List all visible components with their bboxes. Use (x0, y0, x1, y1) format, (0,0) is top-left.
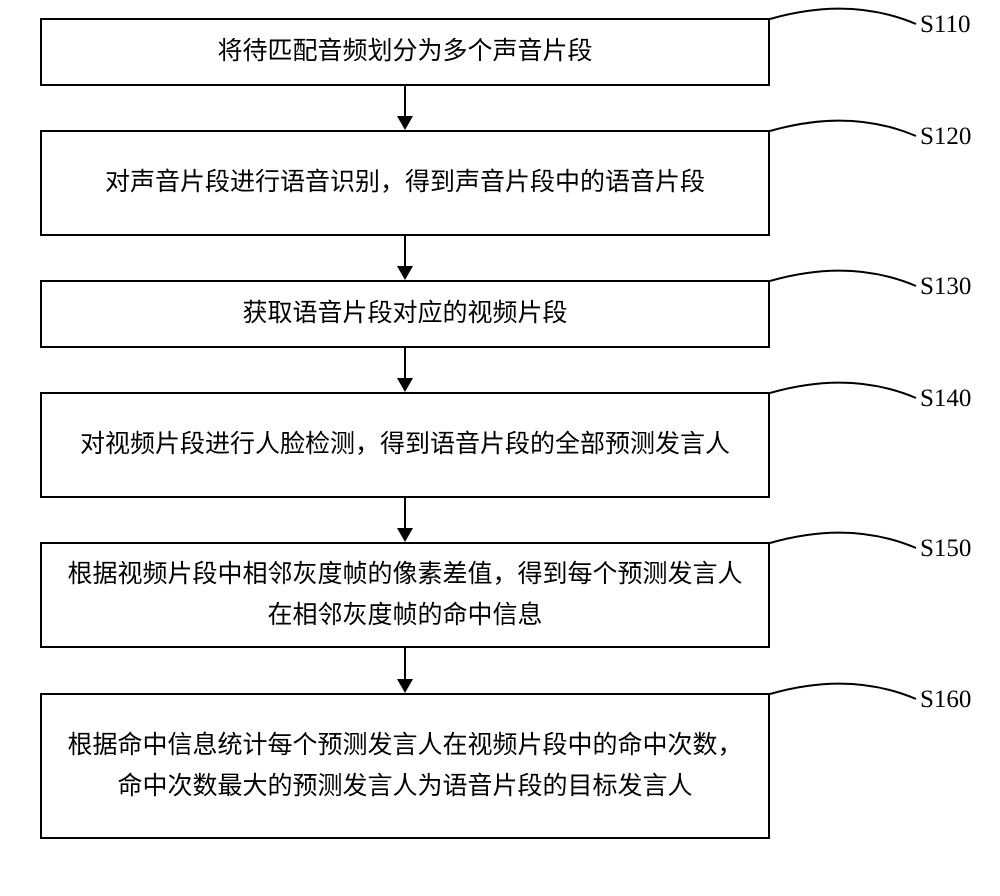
step-label-text: S150 (920, 535, 971, 562)
step-text: 根据视频片段中相邻灰度帧的像素差值，得到每个预测发言人在相邻灰度帧的命中信息 (62, 554, 748, 637)
step-label-s120: S120 (920, 123, 971, 151)
step-box-s160: 根据命中信息统计每个预测发言人在视频片段中的命中次数，命中次数最大的预测发言人为… (40, 693, 770, 839)
label-curve-s150 (768, 518, 918, 550)
arrow-s110-s120 (395, 86, 415, 132)
step-label-text: S130 (920, 273, 971, 300)
arrow-s120-s130 (395, 236, 415, 282)
step-box-s130: 获取语音片段对应的视频片段 (40, 280, 770, 348)
label-curve-s110 (768, 0, 918, 26)
step-box-s150: 根据视频片段中相邻灰度帧的像素差值，得到每个预测发言人在相邻灰度帧的命中信息 (40, 542, 770, 648)
step-label-s140: S140 (920, 385, 971, 413)
label-curve-s140 (768, 368, 918, 400)
step-text: 获取语音片段对应的视频片段 (242, 293, 567, 334)
step-box-s110: 将待匹配音频划分为多个声音片段 (40, 18, 770, 86)
step-box-s120: 对声音片段进行语音识别，得到声音片段中的语音片段 (40, 130, 770, 236)
flowchart-canvas: 将待匹配音频划分为多个声音片段 S110 对声音片段进行语音识别，得到声音片段中的语… (0, 0, 1000, 896)
step-label-text: S120 (920, 123, 971, 150)
step-label-s110: S110 (920, 11, 970, 39)
step-label-s150: S150 (920, 535, 971, 563)
step-label-text: S160 (920, 686, 971, 713)
arrow-s150-s160 (395, 648, 415, 695)
label-curve-s120 (768, 106, 918, 138)
step-label-s130: S130 (920, 273, 971, 301)
step-label-text: S110 (920, 11, 970, 38)
step-text: 对视频片段进行人脸检测，得到语音片段的全部预测发言人 (80, 424, 730, 465)
step-text: 将待匹配音频划分为多个声音片段 (217, 31, 592, 72)
step-text: 根据命中信息统计每个预测发言人在视频片段中的命中次数，命中次数最大的预测发言人为… (62, 725, 748, 808)
arrow-s130-s140 (395, 348, 415, 394)
label-curve-s130 (768, 256, 918, 288)
step-label-s160: S160 (920, 686, 971, 714)
step-text: 对声音片段进行语音识别，得到声音片段中的语音片段 (105, 162, 705, 203)
arrow-s140-s150 (395, 498, 415, 544)
label-curve-s160 (768, 669, 918, 701)
step-box-s140: 对视频片段进行人脸检测，得到语音片段的全部预测发言人 (40, 392, 770, 498)
step-label-text: S140 (920, 385, 971, 412)
